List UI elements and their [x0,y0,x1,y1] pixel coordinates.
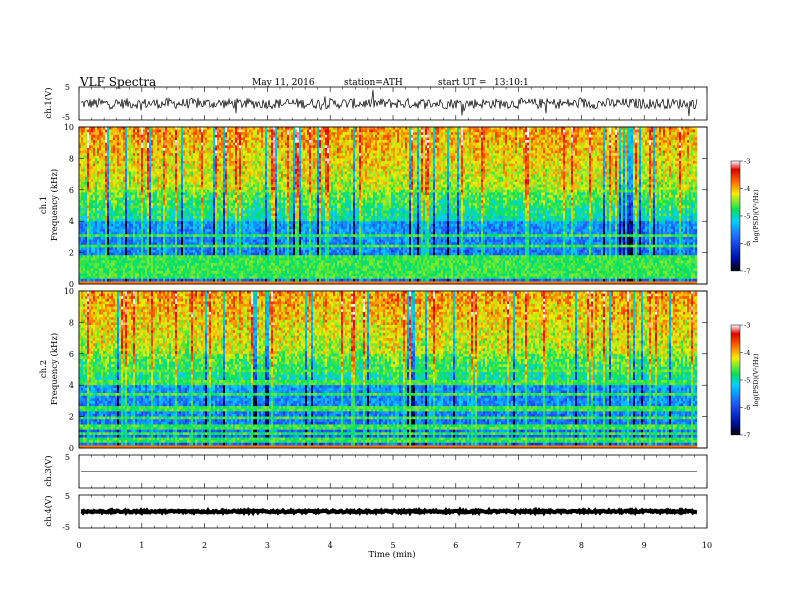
ch4-ylabel: ch.4(V) [43,495,54,526]
ch1-colorbar: -3 -4 -5 -6 -7 log(PSD)(V²/Hz) [730,158,760,275]
colorbar-tick-label: -3 [744,322,750,330]
header-start-time: 13:10:1 [494,78,529,88]
time-tick-label: 6 [453,541,458,550]
time-tick-label: 9 [642,541,647,550]
frequency-tick-label: 6 [69,350,74,359]
time-tick-label: 3 [265,541,270,550]
colorbar-label: log(PSD)(V²/Hz) [752,189,760,242]
ch1-ylabel-frequency: Frequency (kHz) [49,169,60,241]
header-station: station=ATH [344,78,403,88]
frequency-tick-label: 10 [64,123,74,132]
ch4-ytick-bottom: -5 [62,523,70,532]
colorbar-label: log(PSD)(V²/Hz) [752,353,760,406]
ch3-ylabel: ch.3(V) [43,455,54,486]
frequency-tick-label: 0 [69,280,74,289]
x-axis-label: Time (min) [368,549,415,560]
time-tick-label: 7 [516,541,521,550]
frequency-tick-label: 10 [64,287,74,296]
time-tick-label: 8 [579,541,584,550]
header-start: start UT = [438,78,486,88]
ch1-ytick-bottom: -5 [62,113,70,122]
time-tick-label: 5 [390,541,395,550]
colorbar-tick-label: -5 [744,212,750,220]
frequency-tick-label: 8 [69,318,74,327]
colorbar-tick-label: -7 [744,431,750,439]
ch1-ytick-top: 5 [65,83,70,92]
colorbar-tick-label: -7 [744,267,750,275]
ch4-waveform-line [80,506,698,517]
frequency-tick-label: 2 [69,413,74,422]
frequency-tick-label: 8 [69,154,74,163]
frequency-tick-label: 4 [69,381,74,390]
ch2-ylabel-frequency: Frequency (kHz) [49,333,60,405]
figure-title: VLF Spectra [79,75,156,89]
ch1-ylabel-channel: ch.1 [39,196,49,214]
ch2-ylabel-channel: ch.2 [39,360,49,378]
frequency-tick-label: 0 [69,444,74,453]
colorbar-tick-label: -3 [744,158,750,166]
colorbar-tick-label: -4 [744,185,750,193]
time-tick-label: 4 [328,541,333,550]
frequency-tick-label: 6 [69,186,74,195]
time-tick-label: 2 [202,541,207,550]
ch1-ylabel: ch.1(V) [43,87,54,118]
ch2-spectrogram-image [79,291,698,449]
time-tick-label: 0 [76,541,81,550]
ch3-ytick-top: 5 [65,453,70,462]
colorbar-tick-label: -6 [744,404,750,412]
frequency-tick-label: 2 [69,249,74,258]
ch3-waveform-panel: 5 ch.3(V) [43,453,708,489]
colorbar-tick-label: -5 [744,376,750,384]
ch2-colorbar: -3 -4 -5 -6 -7 log(PSD)(V²/Hz) [730,322,760,439]
header-date: May 11, 2016 [252,78,315,88]
time-tick-label: 10 [702,541,712,550]
colorbar-tick-label: -6 [744,240,750,248]
ch1-spectrogram-image [79,127,698,285]
ch1-waveform-line [80,89,698,117]
colorbar-tick-label: -4 [744,349,750,357]
ch4-waveform-panel: 5 -5 ch.4(V) [43,492,708,532]
time-tick-label: 1 [139,541,144,550]
ch4-ytick-top: 5 [65,492,70,501]
frequency-tick-label: 4 [69,217,74,226]
